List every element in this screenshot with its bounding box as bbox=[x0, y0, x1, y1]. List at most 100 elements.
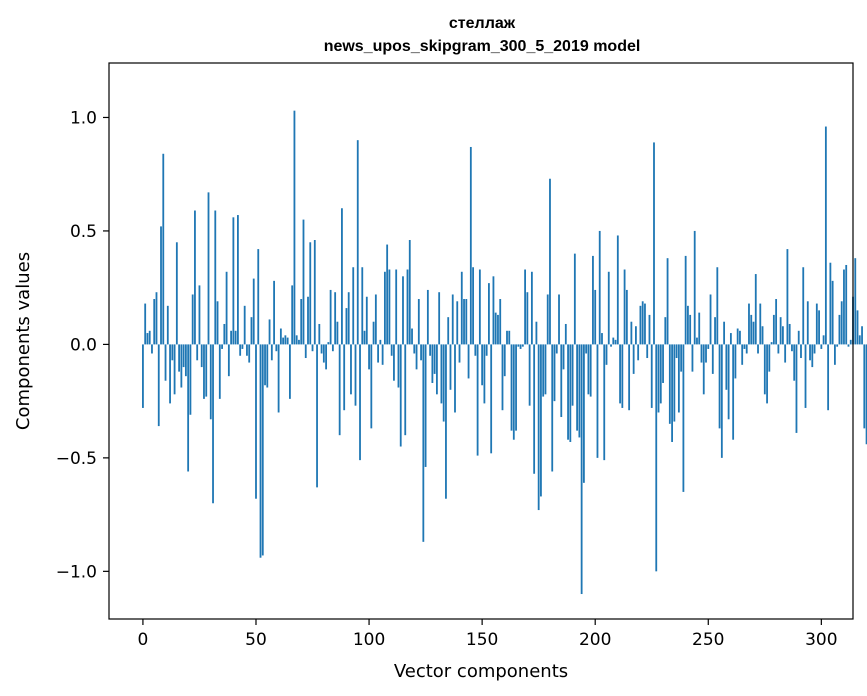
bar bbox=[196, 344, 199, 361]
bar bbox=[395, 269, 398, 345]
bar bbox=[142, 344, 144, 408]
bar bbox=[718, 344, 721, 429]
bar bbox=[411, 328, 413, 345]
bar bbox=[406, 269, 409, 345]
bar bbox=[182, 344, 185, 368]
bar bbox=[567, 344, 569, 440]
bar bbox=[827, 344, 830, 411]
bar bbox=[770, 342, 773, 345]
bar bbox=[209, 344, 212, 420]
bar bbox=[386, 244, 389, 345]
bar bbox=[198, 285, 201, 345]
bar bbox=[490, 344, 493, 454]
bar bbox=[729, 333, 732, 345]
bar bbox=[603, 344, 606, 461]
bar bbox=[275, 344, 278, 352]
bar bbox=[630, 321, 633, 345]
bar bbox=[804, 344, 807, 408]
bar bbox=[252, 278, 255, 345]
bar bbox=[203, 344, 205, 399]
bar bbox=[650, 344, 653, 408]
bar bbox=[478, 269, 481, 345]
bar bbox=[449, 344, 452, 390]
bar bbox=[506, 330, 508, 345]
bar bbox=[535, 321, 538, 345]
y-tick-label: −0.5 bbox=[56, 449, 97, 469]
bar bbox=[293, 110, 296, 345]
bar bbox=[243, 305, 246, 345]
x-tick-label: 50 bbox=[245, 630, 267, 650]
bar bbox=[569, 344, 572, 442]
x-tick-label: 0 bbox=[138, 630, 149, 650]
bar bbox=[524, 269, 526, 345]
bar bbox=[610, 344, 612, 347]
bar bbox=[653, 142, 655, 345]
bar bbox=[628, 344, 631, 411]
bar bbox=[363, 330, 366, 345]
bar bbox=[415, 344, 418, 370]
bar bbox=[592, 255, 594, 345]
bar bbox=[359, 344, 361, 461]
bar bbox=[802, 267, 805, 345]
bar bbox=[831, 280, 834, 345]
bar bbox=[573, 253, 576, 345]
bar bbox=[169, 344, 171, 404]
bar bbox=[666, 258, 669, 345]
bar bbox=[191, 294, 194, 345]
bar bbox=[361, 267, 364, 345]
bar bbox=[146, 333, 149, 345]
bar bbox=[352, 267, 355, 345]
bar bbox=[587, 344, 590, 395]
bar bbox=[300, 299, 303, 345]
bar bbox=[668, 344, 671, 424]
bar bbox=[160, 226, 162, 345]
bar bbox=[246, 344, 248, 356]
bar bbox=[144, 303, 147, 345]
bar bbox=[390, 344, 393, 356]
bar bbox=[736, 328, 739, 345]
bar bbox=[318, 323, 321, 345]
bar bbox=[374, 294, 377, 345]
bar bbox=[322, 344, 325, 363]
bar bbox=[155, 292, 158, 345]
x-tick-label: 300 bbox=[805, 630, 837, 650]
bar bbox=[847, 344, 850, 347]
bar bbox=[320, 344, 323, 354]
bar bbox=[331, 344, 334, 352]
bar bbox=[338, 344, 341, 436]
bar bbox=[302, 219, 305, 345]
bar bbox=[284, 335, 287, 345]
bar bbox=[616, 235, 619, 345]
bar bbox=[350, 344, 352, 395]
bar bbox=[585, 344, 588, 354]
bar bbox=[614, 339, 617, 345]
bar bbox=[175, 242, 178, 345]
bar bbox=[465, 299, 468, 345]
bar bbox=[270, 344, 273, 361]
bar bbox=[517, 344, 520, 347]
chart-title: стеллаж bbox=[449, 15, 516, 32]
bar bbox=[436, 344, 438, 395]
bar bbox=[336, 321, 339, 345]
bar bbox=[725, 344, 728, 390]
bar bbox=[544, 344, 547, 395]
bar bbox=[858, 335, 861, 345]
bar bbox=[329, 289, 332, 345]
bar bbox=[838, 314, 841, 345]
bar bbox=[440, 344, 443, 404]
bar bbox=[356, 140, 359, 345]
bar bbox=[644, 303, 646, 345]
bar bbox=[445, 344, 447, 499]
bar bbox=[784, 344, 787, 363]
bar bbox=[467, 344, 470, 379]
bar bbox=[788, 323, 791, 345]
bar bbox=[727, 344, 730, 420]
bar bbox=[723, 321, 726, 345]
bar bbox=[218, 344, 221, 399]
bar bbox=[153, 299, 156, 345]
bar bbox=[485, 344, 488, 356]
bar bbox=[234, 330, 237, 345]
bar bbox=[388, 269, 391, 345]
bar bbox=[429, 344, 432, 356]
